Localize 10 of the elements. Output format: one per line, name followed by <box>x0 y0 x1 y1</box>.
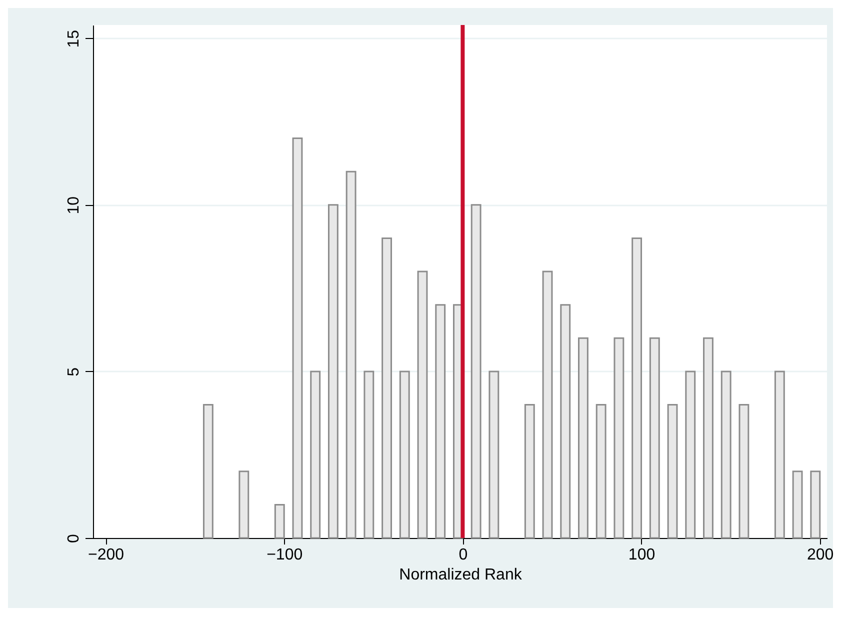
x-tick-label: −100 <box>266 546 303 564</box>
x-tick-label: 200 <box>807 546 834 564</box>
x-tick-label: 100 <box>628 546 656 564</box>
x-tick-label: −200 <box>88 546 124 564</box>
y-tick-label: 0 <box>66 534 82 543</box>
x-axis-title: Normalized Rank <box>399 566 523 584</box>
y-tick-label: 15 <box>66 30 82 48</box>
x-tick-label: 0 <box>458 546 468 564</box>
y-tick-label: 10 <box>66 196 82 214</box>
y-tick-label: 5 <box>66 367 82 376</box>
